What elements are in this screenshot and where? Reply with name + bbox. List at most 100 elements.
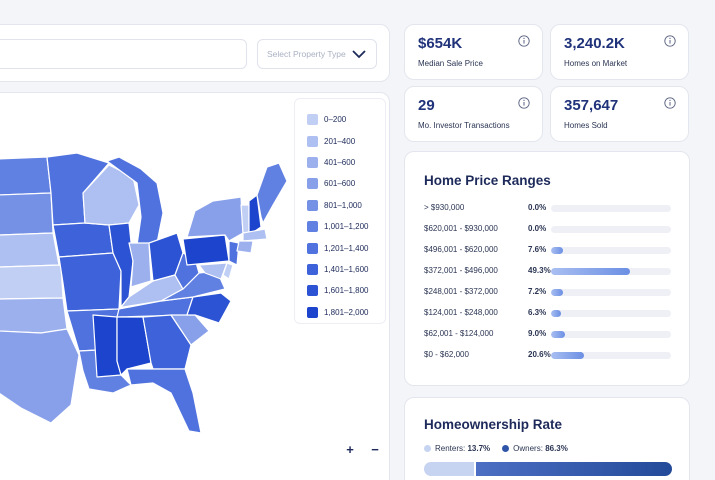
price-range-percent: 49.3% (528, 266, 551, 275)
price-range-bar-fill (551, 352, 584, 359)
state-maine (256, 162, 288, 224)
price-range-bar-track (551, 226, 671, 233)
legend-label: 201–400 (324, 136, 356, 146)
legend-item: 801–1,000 (307, 195, 385, 216)
legend-swatch (307, 242, 318, 254)
stat-label: Mo. Investor Transactions (418, 121, 510, 130)
info-icon[interactable] (518, 97, 530, 109)
legend-swatch (307, 199, 318, 211)
owners-value: 86.3% (545, 444, 568, 453)
zoom-out-button[interactable]: − (371, 442, 379, 457)
state-wisconsin (82, 164, 140, 226)
price-range-row: $496,001 - $620,000 7.6% (424, 243, 684, 257)
legend-swatch (307, 156, 318, 168)
price-range-row: $248,001 - $372,000 7.2% (424, 285, 684, 299)
price-range-percent: 0.0% (528, 224, 547, 233)
price-range-bar-fill (551, 331, 566, 338)
state-oklahoma (0, 297, 68, 334)
price-range-label: $0 - $62,000 (424, 350, 469, 359)
legend-swatch (307, 178, 318, 190)
owners-label: Owners: (513, 444, 543, 453)
state-maryland (198, 262, 228, 280)
state-kansas (0, 264, 64, 300)
renters-value: 13.7% (467, 444, 491, 453)
legend-item: 1,401–1,600 (307, 259, 385, 280)
legend-swatch (307, 285, 318, 297)
state-pennsylvania (182, 234, 230, 266)
price-range-row: $124,001 - $248,000 6.3% (424, 306, 684, 320)
state-new-jersey (228, 240, 240, 266)
price-range-bar-track (551, 310, 671, 317)
legend-swatch (307, 306, 318, 318)
price-range-row: $0 - $62,000 20.6% (424, 348, 684, 362)
state-delaware (222, 262, 234, 280)
price-range-label: $620,001 - $930,000 (424, 224, 498, 233)
us-map[interactable] (0, 93, 390, 480)
stat-value: $654K (418, 35, 463, 52)
legend-swatch (307, 263, 318, 275)
price-range-percent: 7.6% (528, 245, 547, 254)
price-range-percent: 0.0% (528, 203, 547, 212)
price-range-label: $62,001 - $124,000 (424, 329, 494, 338)
state-new-hampshire (248, 194, 262, 236)
price-range-bar-fill (551, 289, 563, 296)
stat-label: Homes Sold (564, 121, 608, 130)
price-range-bar-fill (551, 247, 564, 254)
legend-item: 601–600 (307, 173, 385, 194)
price-range-label: $124,001 - $248,000 (424, 308, 498, 317)
state-massachusetts (242, 228, 268, 242)
price-range-bar-track (551, 331, 671, 338)
price-range-bar-track (551, 205, 671, 212)
info-icon[interactable] (664, 97, 676, 109)
legend-label: 1,001–1,200 (324, 222, 369, 232)
legend-label: 0–200 (324, 115, 347, 125)
price-range-label: $496,001 - $620,000 (424, 245, 498, 254)
state-florida (126, 368, 202, 434)
legend-item: 1,201–1,400 (307, 237, 385, 258)
stat-label: Homes on Market (564, 59, 628, 68)
homeownership-legend: Renters: 13.7% Owners: 86.3% (424, 444, 568, 453)
state-connecticut (236, 240, 254, 254)
state-michigan (106, 156, 164, 246)
price-range-percent: 9.0% (528, 329, 547, 338)
price-range-label: $372,001 - $496,000 (424, 266, 498, 275)
stat-card-homes-on-market: 3,240.2K Homes on Market (550, 24, 689, 80)
stat-value: 3,240.2K (564, 35, 625, 52)
stat-value: 29 (418, 97, 435, 114)
legend-item: 201–400 (307, 130, 385, 151)
legend-label: 1,201–1,400 (324, 243, 369, 253)
price-ranges-title: Home Price Ranges (424, 173, 551, 188)
legend-label: 1,601–1,800 (324, 286, 369, 296)
stat-value: 357,647 (564, 97, 619, 114)
property-type-select[interactable]: Select Property Type (257, 39, 377, 69)
renters-dot (424, 445, 431, 452)
legend-label: 801–1,000 (324, 200, 362, 210)
stat-card-investor-transactions: 29 Mo. Investor Transactions (404, 86, 543, 142)
legend-label: 1,801–2,000 (324, 307, 369, 317)
state-new-york (186, 196, 244, 242)
us-map-panel: 0–200 201–400 401–600 601–600 801–1,000 1,001… (0, 92, 390, 480)
legend-swatch (307, 114, 318, 126)
info-icon[interactable] (518, 35, 530, 47)
price-range-row: $620,001 - $930,000 0.0% (424, 222, 684, 236)
info-icon[interactable] (664, 35, 676, 47)
state-north-dakota (0, 156, 52, 196)
filter-bar: Select Property Type (0, 24, 390, 82)
property-type-placeholder: Select Property Type (267, 49, 346, 59)
legend-label: 601–600 (324, 179, 356, 189)
price-range-row: $62,001 - $124,000 9.0% (424, 327, 684, 341)
stat-card-median-sale-price: $654K Median Sale Price (404, 24, 543, 80)
price-range-row: > $930,000 0.0% (424, 201, 684, 215)
price-range-bar-track (551, 352, 671, 359)
price-range-bar-fill (551, 310, 562, 317)
zoom-in-button[interactable]: + (346, 442, 354, 457)
legend-swatch (307, 221, 318, 233)
price-range-bar-track (551, 268, 671, 275)
renters-bar (424, 462, 474, 476)
legend-item: 1,601–1,800 (307, 280, 385, 301)
state-south-dakota (0, 192, 54, 236)
home-price-ranges-card: Home Price Ranges > $930,000 0.0% $620,001… (404, 151, 690, 386)
state-indiana (128, 242, 152, 288)
search-input[interactable] (0, 39, 247, 69)
state-nebraska (0, 232, 60, 268)
